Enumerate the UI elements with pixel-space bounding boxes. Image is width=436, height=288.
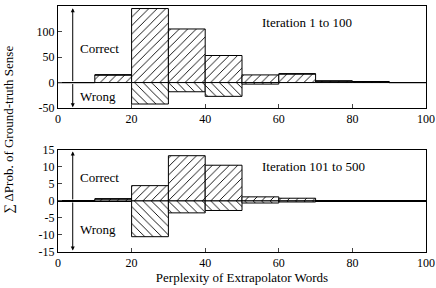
svg-text:-10: -10 [39, 228, 55, 242]
svg-text:80: 80 [346, 256, 358, 270]
svg-text:Correct: Correct [80, 170, 119, 185]
svg-text:10: 10 [43, 160, 55, 174]
svg-text:100: 100 [417, 256, 435, 270]
svg-text:100: 100 [417, 112, 435, 126]
svg-text:Perplexity of Extrapolator Wor: Perplexity of Extrapolator Words [156, 270, 328, 285]
svg-text:Iteration 1 to 100: Iteration 1 to 100 [262, 15, 352, 30]
svg-text:0: 0 [49, 194, 55, 208]
svg-text:0: 0 [55, 112, 61, 126]
svg-text:60: 60 [273, 112, 285, 126]
svg-text:-5: -5 [45, 211, 55, 225]
svg-text:100: 100 [37, 25, 55, 39]
svg-text:15: 15 [43, 143, 55, 157]
svg-text:∑ ΔProb. of Ground-truth Sense: ∑ ΔProb. of Ground-truth Sense [1, 46, 16, 214]
svg-text:-15: -15 [39, 245, 55, 259]
svg-text:Iteration 101 to 500: Iteration 101 to 500 [262, 159, 365, 174]
svg-text:20: 20 [126, 256, 138, 270]
svg-text:50: 50 [43, 50, 55, 64]
svg-text:40: 40 [199, 112, 211, 126]
svg-text:Correct: Correct [80, 41, 119, 56]
svg-text:5: 5 [49, 177, 55, 191]
svg-text:Wrong: Wrong [80, 222, 116, 237]
svg-text:0: 0 [49, 76, 55, 90]
svg-text:-50: -50 [39, 101, 55, 115]
svg-text:60: 60 [273, 256, 285, 270]
svg-text:20: 20 [126, 112, 138, 126]
svg-text:40: 40 [199, 256, 211, 270]
svg-text:Wrong: Wrong [80, 89, 116, 104]
svg-text:0: 0 [55, 256, 61, 270]
svg-text:80: 80 [346, 112, 358, 126]
